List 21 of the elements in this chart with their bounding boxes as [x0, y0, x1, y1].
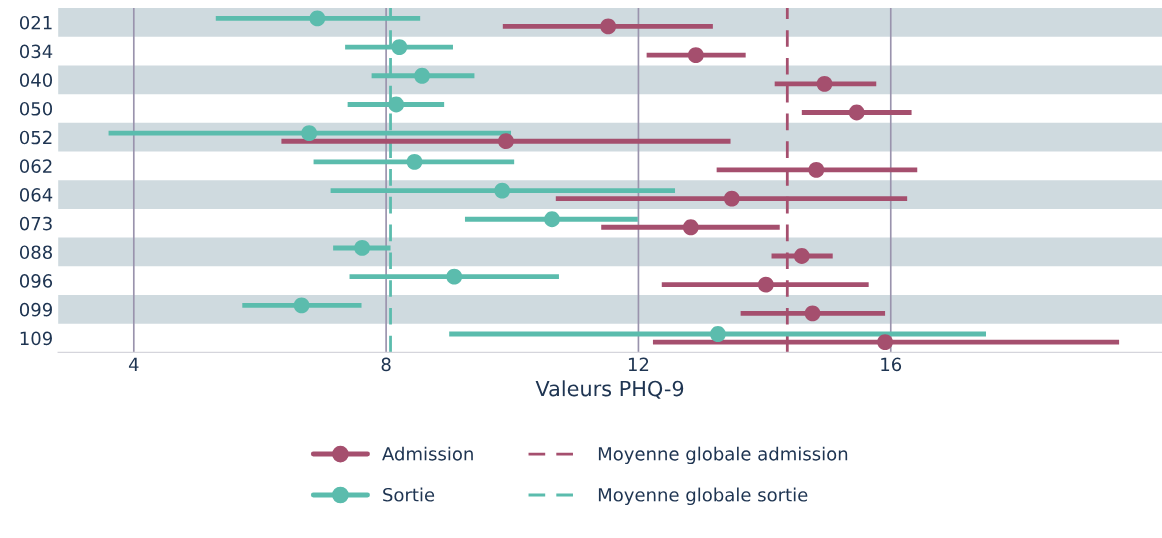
- x-axis-title: Valeurs PHQ-9: [535, 380, 684, 399]
- y-tick-label: 096: [19, 274, 53, 288]
- legend-label: Moyenne globale sortie: [598, 487, 808, 506]
- y-tick-label: 064: [19, 188, 53, 202]
- y-tick-label: 034: [19, 44, 53, 59]
- y-tick-label: 021: [19, 15, 52, 30]
- y-tick-label: 109: [20, 331, 52, 346]
- x-tick-label: 8: [381, 357, 391, 372]
- y-tick-label: 073: [19, 216, 52, 231]
- y-tick-label: 099: [19, 302, 52, 317]
- legend-label: Moyenne globale admission: [598, 446, 848, 465]
- y-tick-label: 050: [19, 101, 53, 116]
- x-tick-label: 4: [128, 357, 139, 371]
- x-tick-label: 16: [881, 357, 902, 372]
- y-tick-label: 040: [19, 73, 53, 87]
- y-tick-label: 052: [19, 130, 52, 145]
- y-tick-label: 088: [19, 245, 52, 260]
- legend-label: Admission: [382, 446, 473, 461]
- legend-label: Sortie: [383, 487, 435, 502]
- x-tick-label: 12: [628, 357, 649, 371]
- y-tick-label: 062: [19, 159, 52, 173]
